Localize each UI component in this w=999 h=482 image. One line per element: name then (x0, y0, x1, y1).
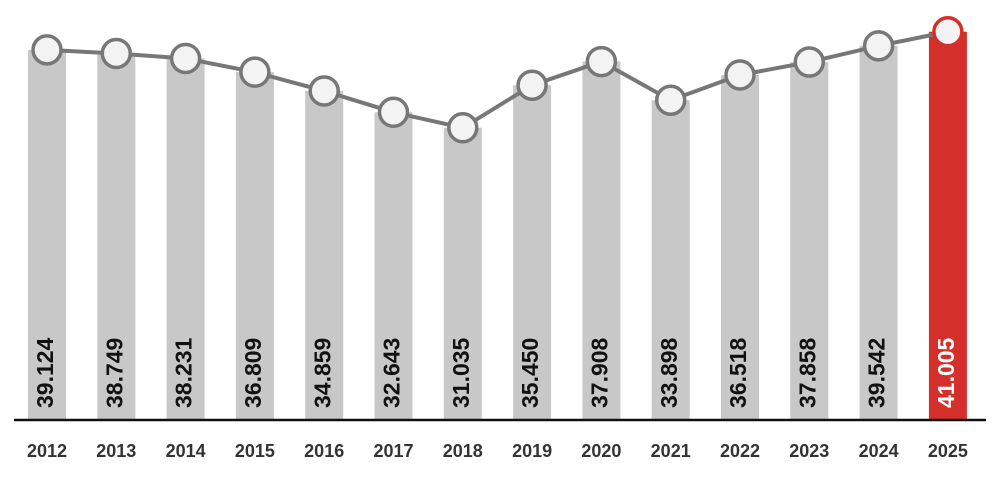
x-tick-label: 2013 (96, 441, 136, 461)
bar (928, 31, 967, 421)
value-label: 35.450 (517, 338, 543, 408)
bar (305, 90, 344, 421)
marker (377, 96, 410, 129)
value-label: 32.643 (379, 338, 405, 408)
x-tick-label: 2023 (789, 441, 829, 461)
value-label: 38.749 (101, 338, 127, 408)
marker (654, 84, 687, 116)
value-label: 36.518 (725, 337, 751, 408)
value-label: 34.859 (309, 338, 335, 408)
x-tick-label: 2024 (859, 441, 899, 461)
marker (932, 15, 964, 48)
bar (513, 85, 552, 421)
value-label: 33.898 (656, 337, 682, 408)
x-tick-label: 2015 (235, 441, 275, 461)
bar (790, 62, 829, 420)
x-tick-label: 2012 (27, 441, 67, 461)
x-tick-label: 2022 (720, 441, 760, 461)
x-tick-label: 2019 (512, 441, 552, 461)
value-label: 38.231 (171, 337, 197, 408)
value-label: 36.809 (240, 338, 266, 408)
bar (859, 45, 898, 420)
value-label: 39.124 (32, 337, 58, 408)
bar (97, 53, 136, 421)
x-tick-label: 2018 (443, 441, 483, 461)
x-tick-label: 2014 (166, 441, 206, 461)
x-tick-label: 2017 (373, 441, 413, 461)
value-label: 41.005 (933, 337, 959, 408)
value-label: 37.858 (794, 337, 820, 408)
bar (374, 112, 413, 420)
value-label: 39.542 (864, 338, 890, 408)
bar (28, 49, 66, 421)
bar (721, 74, 759, 420)
marker (862, 30, 895, 62)
marker (516, 69, 548, 102)
marker (447, 112, 479, 144)
x-tick-label: 2021 (651, 441, 691, 461)
marker (31, 34, 63, 66)
bar (443, 127, 482, 421)
bar (235, 72, 274, 420)
bar (582, 61, 621, 420)
marker (100, 37, 133, 70)
marker (724, 59, 756, 91)
value-label: 31.035 (448, 337, 474, 408)
value-label: 37.908 (586, 337, 612, 408)
marker (585, 45, 618, 78)
marker (239, 56, 271, 88)
bar (166, 58, 205, 421)
x-tick-label: 2016 (304, 441, 344, 461)
marker (308, 75, 340, 107)
x-tick-label: 2020 (581, 441, 621, 461)
marker (793, 46, 826, 78)
x-tick-label: 2025 (928, 441, 968, 461)
bar (651, 100, 690, 420)
marker (169, 42, 202, 75)
